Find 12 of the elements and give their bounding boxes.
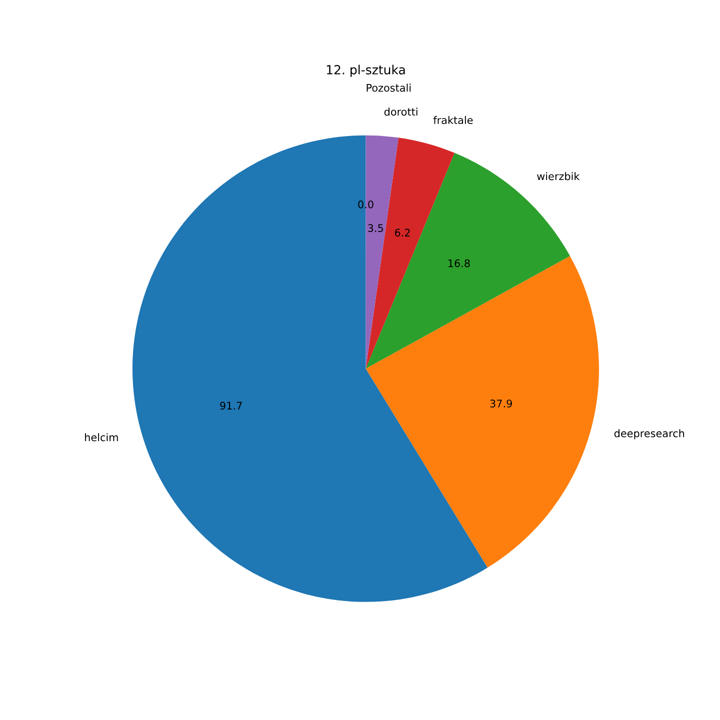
slice-label: fraktale	[433, 116, 473, 124]
slice-label: deepresearch	[614, 429, 684, 440]
category-label: Pozostali	[366, 84, 411, 92]
chart-title: 12. pl-sztuka	[326, 64, 405, 77]
data-label: 91.7	[220, 402, 242, 410]
data-label: 37.9	[490, 400, 512, 408]
slice-label: dorotti	[384, 108, 418, 116]
slice-label: helcim	[85, 433, 118, 442]
data-label: 16.8	[448, 259, 470, 268]
data-label: 3.5	[368, 224, 383, 232]
slice-label: wierzbik	[537, 172, 580, 180]
data-label: 6.2	[394, 228, 410, 237]
